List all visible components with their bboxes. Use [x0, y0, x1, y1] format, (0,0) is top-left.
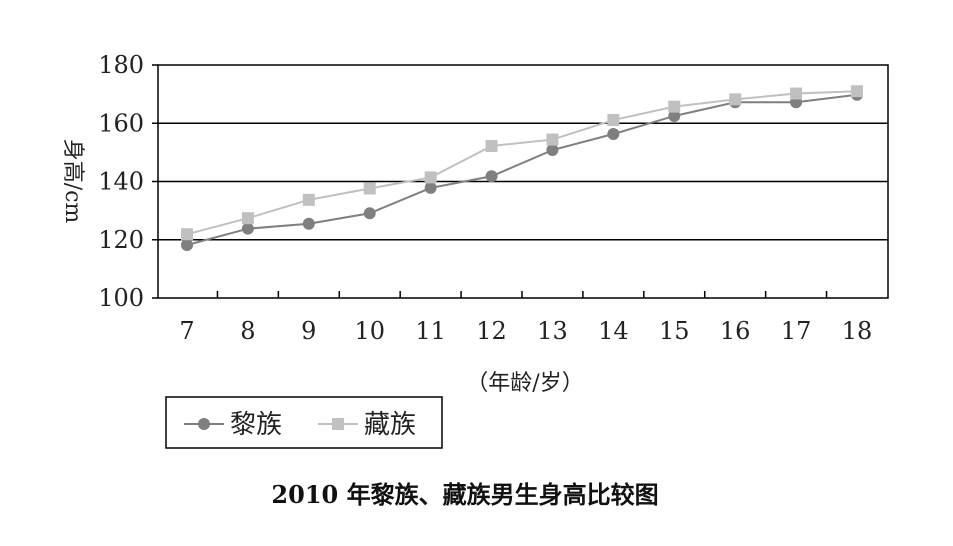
- y-tick-label: 180: [98, 51, 144, 79]
- data-point-1: [790, 87, 803, 100]
- data-point-1: [424, 171, 437, 184]
- data-point-0: [424, 181, 437, 194]
- x-axis-title: （年龄/岁）: [466, 371, 583, 396]
- x-tick-labels: 7 8 9 10 11 12 13 14 15 16 17 18: [179, 317, 872, 345]
- y-tick-labels: 100 120 140 160 180: [98, 51, 144, 312]
- x-tick-label: 11: [415, 317, 446, 345]
- x-tick-label: 17: [781, 317, 812, 345]
- legend-marker-series-1: [332, 418, 344, 430]
- y-tick-label: 100: [98, 284, 144, 312]
- legend-marker-series-0: [198, 418, 210, 430]
- series-line-1: [186, 90, 858, 236]
- data-point-1: [485, 139, 498, 152]
- data-point-1: [668, 100, 681, 113]
- data-point-0: [302, 217, 315, 230]
- data-point-1: [302, 193, 315, 206]
- data-point-1: [241, 212, 254, 225]
- series-layer: [181, 85, 863, 251]
- legend: 黎族 藏族: [165, 396, 443, 449]
- data-point-1: [363, 182, 376, 195]
- data-point-1: [181, 228, 193, 241]
- legend-label-series-1: 藏族: [364, 410, 416, 440]
- y-axis-title: 身高/cm: [60, 139, 85, 224]
- data-point-0: [546, 144, 559, 157]
- x-tick-label: 8: [240, 317, 255, 345]
- data-point-1: [729, 93, 742, 106]
- x-tick-label: 14: [598, 317, 629, 345]
- x-tick-label: 18: [842, 317, 873, 345]
- data-point-0: [607, 128, 620, 141]
- y-tick-label: 140: [98, 168, 144, 196]
- series-line-0: [186, 93, 858, 246]
- data-point-0: [241, 222, 254, 235]
- chart-title: 2010 年黎族、藏族男生身高比较图: [271, 480, 658, 509]
- y-tick-label: 160: [98, 109, 144, 137]
- y-tick-label: 120: [98, 226, 144, 254]
- data-point-0: [363, 207, 376, 220]
- data-point-0: [181, 238, 193, 251]
- data-point-0: [668, 109, 681, 122]
- data-point-1: [607, 114, 620, 127]
- x-tick-label: 7: [179, 317, 194, 345]
- x-tick-label: 9: [301, 317, 316, 345]
- x-tick-label: 15: [659, 317, 690, 345]
- data-point-1: [851, 85, 863, 98]
- data-point-1: [546, 133, 559, 146]
- data-point-0: [485, 170, 498, 183]
- x-tick-label: 16: [720, 317, 751, 345]
- x-tick-label: 12: [476, 317, 507, 345]
- x-tick-label: 13: [537, 317, 568, 345]
- legend-box: [165, 396, 443, 449]
- x-tick-label: 10: [354, 317, 385, 345]
- legend-label-series-0: 黎族: [230, 410, 282, 440]
- gridlines: [152, 64, 888, 299]
